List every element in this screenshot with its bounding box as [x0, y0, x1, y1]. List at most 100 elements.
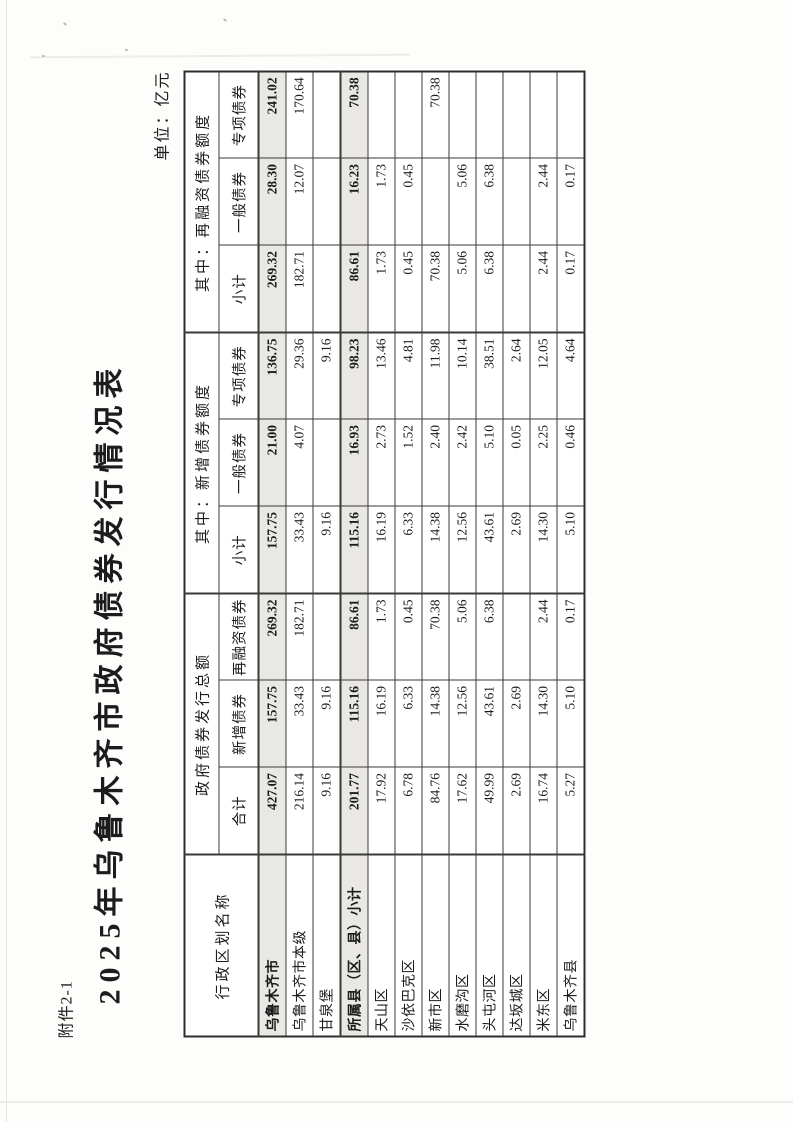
- table-row: 乌鲁木齐县 5.27 5.10 0.17 5.10 0.46 4.64 0.17 0.17: [556, 70, 584, 1036]
- value-cell: 1.73: [367, 244, 395, 332]
- column-group-total-issuance: 政府债券发行总额: [184, 592, 219, 854]
- value-cell: [502, 244, 530, 332]
- value-cell: 33.43: [285, 505, 313, 593]
- region-name-cell: 头屯河区: [475, 854, 503, 1036]
- value-cell: 12.05: [529, 331, 557, 419]
- value-cell: 21.00: [258, 418, 286, 506]
- value-cell: 182.71: [285, 244, 313, 332]
- value-cell: 0.17: [556, 157, 584, 245]
- column-header-new-bonds: 新增债券: [218, 680, 258, 767]
- value-cell: 16.93: [340, 418, 368, 506]
- value-cell: 0.46: [556, 418, 584, 506]
- value-cell: 38.51: [475, 331, 503, 419]
- value-cell: 9.16: [312, 331, 340, 419]
- column-header-region: 行政区划名称: [184, 854, 258, 1036]
- region-name-cell: 达坂城区: [502, 854, 530, 1036]
- region-name-cell: 新市区: [421, 854, 449, 1036]
- column-header-new-special: 专项债券: [218, 331, 258, 419]
- table-row: 所属县（区、县）小计 201.77 115.16 86.61 115.16 16.93 98…: [340, 70, 368, 1036]
- value-cell: 12.56: [448, 505, 476, 593]
- value-cell: 182.71: [285, 592, 313, 680]
- value-cell: 16.19: [367, 505, 395, 593]
- region-name-cell: 米东区: [529, 854, 557, 1036]
- region-name-cell: 所属县（区、县）小计: [340, 854, 368, 1036]
- value-cell: 12.07: [285, 157, 313, 245]
- value-cell: 2.44: [529, 244, 557, 332]
- region-name-cell: 甘泉堡: [312, 854, 340, 1036]
- value-cell: 2.73: [367, 418, 395, 506]
- value-cell: 5.10: [475, 418, 503, 506]
- value-cell: 70.38: [421, 70, 449, 158]
- table-body: 乌鲁木齐市 427.07 157.75 269.32 157.75 21.00 136.75…: [258, 70, 584, 1036]
- table-row: 沙依巴克区 6.78 6.33 0.45 6.33 1.52 4.81 0.45 0.45: [394, 70, 422, 1036]
- value-cell: 16.19: [367, 680, 395, 767]
- value-cell: 157.75: [258, 680, 286, 767]
- value-cell: 5.10: [556, 680, 584, 767]
- value-cell: 269.32: [258, 244, 286, 332]
- table-row: 达坂城区 2.69 2.69 2.69 0.05 2.64: [502, 70, 530, 1036]
- value-cell: [475, 70, 503, 158]
- value-cell: [312, 244, 340, 332]
- column-group-refinancing-bond-quota: 其中：再融资债券额度: [184, 70, 219, 332]
- value-cell: 427.07: [258, 767, 286, 854]
- value-cell: [556, 70, 584, 158]
- value-cell: 14.38: [421, 505, 449, 593]
- value-cell: 17.62: [448, 767, 476, 854]
- value-cell: 9.16: [312, 767, 340, 854]
- table-row: 米东区 16.74 14.30 2.44 14.30 2.25 12.05 2.44 2.44: [529, 70, 557, 1036]
- value-cell: 4.64: [556, 331, 584, 419]
- value-cell: 28.30: [258, 157, 286, 245]
- value-cell: 2.42: [448, 418, 476, 506]
- value-cell: 269.32: [258, 592, 286, 680]
- value-cell: 2.69: [502, 505, 530, 593]
- region-name-cell: 天山区: [367, 854, 395, 1036]
- value-cell: 70.38: [421, 244, 449, 332]
- column-header-refi-subtotal: 小计: [218, 244, 258, 332]
- region-name-cell: 沙依巴克区: [394, 854, 422, 1036]
- value-cell: 4.81: [394, 331, 422, 419]
- value-cell: 2.64: [502, 331, 530, 419]
- column-header-refi-special: 专项债券: [218, 70, 258, 158]
- unit-label: 单位：亿元: [154, 70, 171, 161]
- region-name-cell: 乌鲁木齐市本级: [285, 854, 313, 1036]
- value-cell: 84.76: [421, 767, 449, 854]
- value-cell: 6.38: [475, 592, 503, 680]
- value-cell: 6.78: [394, 767, 422, 854]
- value-cell: 11.98: [421, 331, 449, 419]
- value-cell: 157.75: [258, 505, 286, 593]
- value-cell: 2.44: [529, 157, 557, 245]
- value-cell: 43.61: [475, 680, 503, 767]
- value-cell: 9.16: [312, 680, 340, 767]
- value-cell: [502, 592, 530, 680]
- bond-issuance-table: 行政区划名称 政府债券发行总额 其中：新增债券额度 其中：再融资债券额度 合计 …: [183, 69, 585, 1037]
- value-cell: 29.36: [285, 331, 313, 419]
- value-cell: 0.45: [394, 592, 422, 680]
- value-cell: 86.61: [340, 244, 368, 332]
- value-cell: 5.06: [448, 157, 476, 245]
- value-cell: 6.38: [475, 244, 503, 332]
- value-cell: 33.43: [285, 680, 313, 767]
- value-cell: [529, 70, 557, 158]
- value-cell: 115.16: [340, 680, 368, 767]
- value-cell: [502, 157, 530, 245]
- value-cell: 201.77: [340, 767, 368, 854]
- value-cell: 0.45: [394, 244, 422, 332]
- value-cell: 1.73: [367, 157, 395, 245]
- value-cell: [394, 70, 422, 158]
- value-cell: 115.16: [340, 505, 368, 593]
- column-header-refi-general: 一般债券: [218, 157, 258, 245]
- table-row: 天山区 17.92 16.19 1.73 16.19 2.73 13.46 1.73 1.73: [367, 70, 395, 1036]
- value-cell: [502, 70, 530, 158]
- value-cell: 5.06: [448, 244, 476, 332]
- value-cell: 0.45: [394, 157, 422, 245]
- value-cell: 2.69: [502, 680, 530, 767]
- value-cell: 49.99: [475, 767, 503, 854]
- value-cell: 6.38: [475, 157, 503, 245]
- value-cell: [312, 157, 340, 245]
- table-row: 甘泉堡 9.16 9.16 9.16 9.16: [312, 70, 340, 1036]
- value-cell: 1.73: [367, 592, 395, 680]
- region-name-cell: 乌鲁木齐县: [556, 854, 584, 1036]
- value-cell: 6.33: [394, 680, 422, 767]
